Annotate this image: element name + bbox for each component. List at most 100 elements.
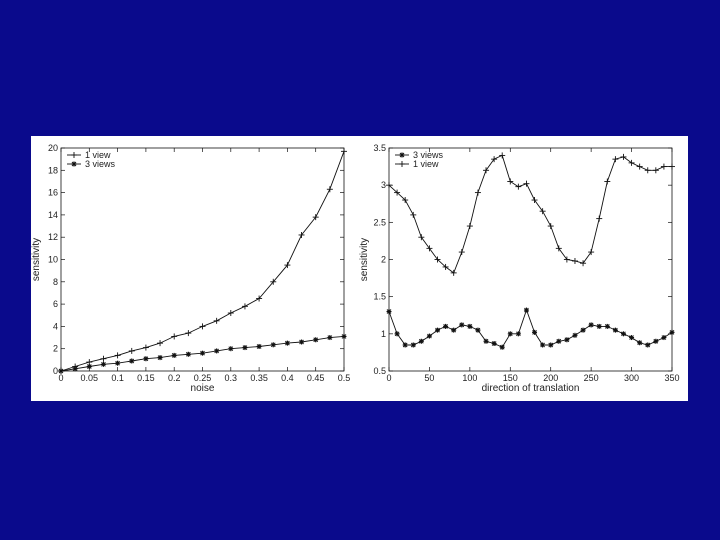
chart-0-ytick-label-8: 16 (48, 188, 58, 198)
chart-0-ytick-label-4: 8 (53, 277, 58, 287)
chart-1-series-0-point-17 (523, 307, 529, 313)
chart-1-series-1-point-9 (458, 249, 465, 256)
chart-1-series-0-point-5 (426, 333, 432, 339)
chart-0-xtick-label-7: 0.35 (250, 373, 268, 383)
chart-1-series-0-point-21 (556, 338, 562, 344)
chart-0-ytick-label-5: 10 (48, 255, 58, 265)
chart-0-series-0-point-16 (284, 262, 291, 269)
chart-1-series-0-point-23 (572, 332, 578, 338)
chart-0-ytick-label-6: 12 (48, 232, 58, 242)
charts-svg: 0 0.05 0.1 0.15 0.2 0.25 0.3 0.35 0.4 0.45 0.50246… (31, 143, 680, 394)
chart-1-series-1-point-26 (596, 215, 603, 222)
chart-0-xtick-label-6: 0.3 (225, 373, 238, 383)
chart-1-series-1-point-27 (604, 178, 611, 185)
chart-1-series-0-point-27 (604, 323, 610, 329)
chart-0-series-1-point-0 (58, 368, 64, 374)
chart-0-series-0-point-6 (142, 344, 149, 351)
chart-1-legend-label-0: 3 views (413, 150, 444, 160)
chart-1-series-1-point-20 (547, 223, 554, 230)
chart-0-series-1-point-7 (157, 355, 163, 361)
chart-1-xtick-label-6: 300 (624, 373, 639, 383)
chart-0-series-0-point-9 (185, 330, 192, 337)
figure-panel: 0 0.05 0.1 0.15 0.2 0.25 0.3 0.35 0.4 0.45 0.5 0 2 4 6… (31, 136, 688, 401)
chart-1-xtick-label-4: 200 (543, 373, 558, 383)
chart-1-series-1-point-14 (499, 152, 506, 159)
chart-0-series-0-point-12 (227, 310, 234, 317)
chart-1-series-1-point-35 (669, 163, 675, 170)
chart-1-series-1-point-15 (507, 178, 514, 185)
chart-1-series-0-point-6 (435, 327, 441, 333)
chart-1-series-0-point-13 (491, 340, 497, 346)
chart-1-series-1-point-31 (636, 163, 643, 170)
chart-0-series-1-point-18 (313, 337, 319, 343)
chart-0-series-0-point-17 (298, 231, 305, 238)
chart-1-series-1-point-32 (644, 167, 651, 174)
chart-1-series-0-point-32 (645, 342, 651, 348)
chart-0: 0 0.05 0.1 0.15 0.2 0.25 0.3 0.35 0.4 0.45 0.5 0 2 4 6… (31, 143, 350, 394)
chart-0-series-0-point-8 (171, 333, 178, 340)
chart-0-xtick-label-5: 0.25 (194, 373, 212, 383)
chart-1-series-1-point-34 (660, 163, 667, 170)
chart-1-series-1-point-19 (539, 208, 546, 215)
chart-0-ytick-label-10: 20 (48, 143, 58, 153)
chart-1-series-1-point-legend (399, 161, 405, 167)
chart-0-series-1-point-17 (299, 339, 305, 345)
chart-1-ytick-label-6: 3.5 (373, 143, 386, 153)
chart-1-series-0-point-11 (475, 327, 481, 333)
chart-1-ytick-label-1: 1 (381, 329, 386, 339)
chart-1-series-1-point-29 (620, 153, 627, 160)
chart-1-xtick-label-2: 100 (462, 373, 477, 383)
chart-1-series-0-point-15 (507, 331, 513, 337)
chart-1-series-0-point-1 (394, 331, 400, 337)
chart-0-series-1-point-19 (327, 335, 333, 341)
chart-0-legend-entry-0: 1 view (67, 150, 111, 160)
chart-1-xtick-label-3: 150 (503, 373, 518, 383)
chart-0-ytick-label-7: 14 (48, 210, 58, 220)
chart-1-series-0-point-33 (653, 338, 659, 344)
chart-0-ytick-label-9: 18 (48, 165, 58, 175)
chart-0-series-1-point-5 (129, 358, 135, 364)
chart-0-series-0-point-18 (312, 214, 319, 221)
chart-0-ylabel: sensitivity (31, 238, 42, 281)
chart-1-series-1-point-24 (580, 260, 587, 267)
chart-0-series-1-point-10 (200, 350, 205, 356)
chart-0-series-0-point-14 (256, 295, 263, 302)
chart-1-ytick-label-3: 2 (381, 255, 386, 265)
chart-0-ytick-label-2: 4 (53, 321, 58, 331)
chart-1-series-1-point-18 (531, 197, 538, 204)
chart-1-series-1-point-16 (515, 183, 522, 190)
chart-1-series-0-point-16 (515, 331, 521, 337)
chart-1-series-0-line (388, 308, 673, 348)
chart-0-series-0-point-20 (341, 148, 347, 155)
chart-0-series-0-point-11 (213, 317, 220, 324)
chart-1-series-1-point-22 (563, 256, 570, 263)
chart-0-series-1-point-4 (115, 360, 121, 366)
chart-1-series-0-point-9 (459, 322, 465, 328)
chart-1-series-1-point-1 (394, 189, 401, 196)
chart-0-xtick-label-9: 0.45 (307, 373, 325, 383)
chart-1-series-0-point-24 (580, 327, 586, 333)
chart-1-series-0-point-10 (467, 323, 473, 329)
chart-0-series-1-point-12 (228, 346, 234, 352)
chart-0-series-1-point-14 (256, 343, 262, 349)
chart-1-series-0-point-25 (588, 322, 594, 328)
chart-1-ylabel: sensitivity (359, 238, 370, 281)
chart-1-series-0-point-35 (669, 329, 675, 335)
chart-1-series-0-point-legend (399, 152, 405, 158)
chart-1-series-1-point-12 (483, 167, 490, 174)
chart-1-series-1-point-2 (402, 197, 409, 204)
chart-1-series-1-point-6 (434, 256, 441, 263)
chart-0-series-1-point-20 (341, 333, 347, 339)
chart-0-series-1-point-8 (171, 352, 177, 358)
chart-1-series-1-point-13 (491, 156, 498, 163)
chart-1-series-1-point-4 (418, 234, 425, 241)
chart-1-series-1-point-28 (612, 156, 619, 163)
chart-1-series-0-point-12 (483, 338, 489, 344)
chart-1-ytick-label-4: 2.5 (373, 217, 386, 227)
chart-1-series-0-point-20 (548, 342, 554, 348)
chart-1-series-0-point-4 (418, 338, 424, 344)
chart-1-xlabel: direction of translation (482, 383, 580, 394)
chart-1-series-0-point-8 (451, 327, 457, 333)
chart-1-series-0-point-31 (637, 340, 643, 346)
chart-1-series-0-point-29 (620, 331, 626, 337)
